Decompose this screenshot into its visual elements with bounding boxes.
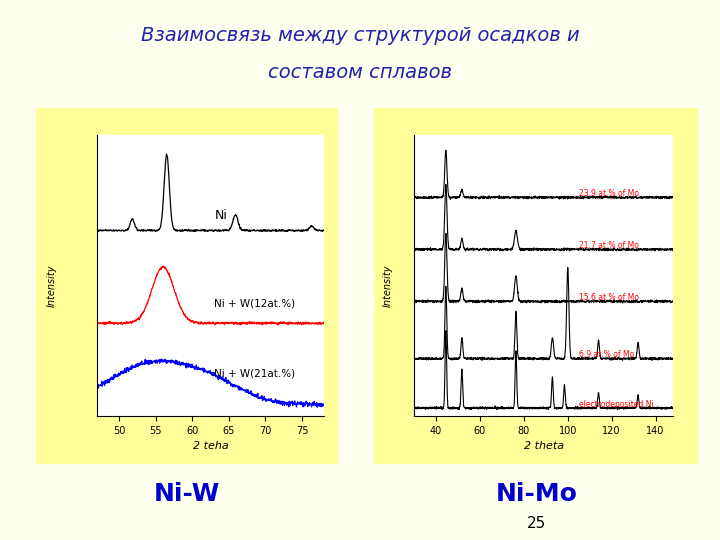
FancyBboxPatch shape (36, 108, 338, 464)
Text: 21.7 at.% of Mo: 21.7 at.% of Mo (579, 241, 639, 250)
Text: Ni-W: Ni-W (154, 482, 220, 506)
Text: 25: 25 (527, 516, 546, 531)
Text: Intensity: Intensity (47, 265, 57, 307)
Text: 23.9 at.% of Mo: 23.9 at.% of Mo (579, 189, 639, 198)
Text: Ni + W(21at.%): Ni + W(21at.%) (215, 368, 295, 379)
X-axis label: 2 teha: 2 teha (193, 441, 228, 451)
X-axis label: 2 theta: 2 theta (523, 441, 564, 451)
Text: составом сплавов: составом сплавов (268, 63, 452, 83)
FancyBboxPatch shape (374, 108, 698, 464)
Text: Ni: Ni (215, 209, 227, 222)
Text: 15.6 at.% of Mo: 15.6 at.% of Mo (579, 293, 639, 302)
Text: electrodeposited Ni: electrodeposited Ni (579, 400, 654, 409)
Text: Взаимосвязь между структурой осадков и: Взаимосвязь между структурой осадков и (140, 25, 580, 45)
Text: 6.9 at.% of Mo: 6.9 at.% of Mo (579, 350, 634, 359)
Text: Ni-Mo: Ni-Mo (495, 482, 577, 506)
Text: Ni + W(12at.%): Ni + W(12at.%) (215, 298, 295, 308)
Text: Intensity: Intensity (382, 265, 392, 307)
